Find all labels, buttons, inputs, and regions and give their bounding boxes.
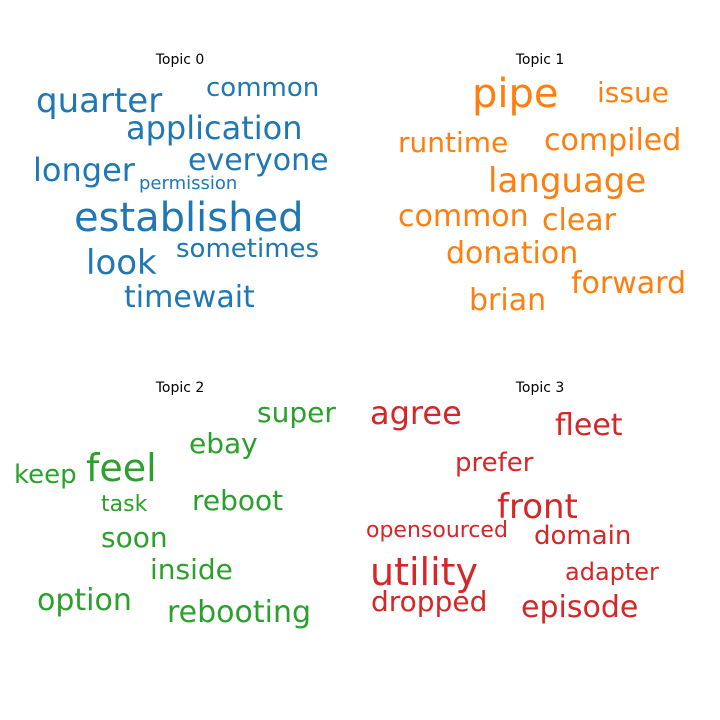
topic-1-word-forward: forward (571, 266, 687, 301)
topic-1-word-compiled: compiled (544, 123, 682, 158)
topic-1-title: Topic 1 (515, 52, 565, 68)
topic-2-word-inside: inside (150, 553, 233, 586)
topic-0-word-longer: longer (33, 151, 135, 189)
topic-0-word-look: look (86, 243, 157, 283)
topic-3-panel: Topic 3 utility agree front fleet prefer epis… (360, 328, 720, 688)
topic-2-word-super: super (257, 396, 336, 429)
topic-0-word-sometimes: sometimes (176, 234, 320, 264)
topic-1-word-common: common (398, 199, 529, 234)
topic-2-word-soon: soon (101, 521, 168, 554)
topic-0-word-quarter: quarter (36, 81, 163, 121)
topic-3-word-prefer: prefer (455, 448, 534, 478)
topic-0-word-everyone: everyone (188, 143, 329, 178)
topic-3-word-agree: agree (370, 394, 462, 432)
topic-3-word-utility: utility (370, 550, 479, 594)
topic-2-word-option: option (37, 583, 132, 618)
topic-3-title: Topic 3 (515, 380, 565, 396)
topic-1-word-pipe: pipe (472, 71, 559, 117)
topic-1-panel: Topic 1 pipe language issue compiled common r… (360, 0, 720, 360)
topic-1-word-issue: issue (597, 76, 669, 109)
topic-3-word-opensourced: opensourced (366, 518, 508, 543)
topic-2-word-keep: keep (14, 460, 77, 490)
topic-3-word-dropped: dropped (371, 585, 488, 618)
topic-0-title: Topic 0 (155, 52, 205, 68)
topic-2-word-task: task (101, 492, 148, 517)
topic-3-word-fleet: fleet (555, 408, 623, 443)
topic-1-word-brian: brian (469, 283, 547, 318)
topic-1-word-language: language (488, 161, 647, 201)
topic-2-word-feel: feel (86, 446, 157, 490)
topic-3-word-domain: domain (534, 521, 632, 551)
topic-2-word-reboot: reboot (192, 484, 284, 517)
topic-2-word-rebooting: rebooting (167, 595, 312, 630)
topic-1-word-runtime: runtime (398, 126, 509, 159)
topic-0-word-common: common (206, 73, 320, 103)
topic-0-panel: Topic 0 established application quarter eve… (0, 0, 360, 360)
topic-1-word-donation: donation (446, 236, 579, 271)
topic-2-word-ebay: ebay (189, 427, 258, 460)
topic-2-panel: Topic 2 feel super ebay keep reboot task soon i… (0, 328, 360, 688)
topic-3-word-adapter: adapter (565, 558, 659, 586)
topic-0-word-established: established (74, 195, 304, 241)
topic-1-word-clear: clear (542, 203, 617, 238)
topic-0-word-timewait: timewait (124, 280, 255, 315)
topic-2-title: Topic 2 (155, 380, 205, 396)
topic-3-word-episode: episode (521, 590, 639, 625)
topic-0-word-permission: permission (139, 173, 238, 194)
topic-3-word-front: front (497, 487, 578, 527)
topic-0-word-application: application (126, 109, 303, 147)
